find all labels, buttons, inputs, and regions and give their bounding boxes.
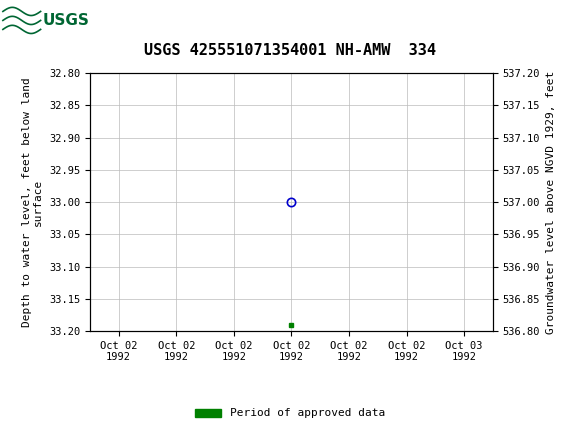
Y-axis label: Groundwater level above NGVD 1929, feet: Groundwater level above NGVD 1929, feet [546, 71, 556, 334]
Legend: Period of approved data: Period of approved data [191, 404, 389, 423]
FancyBboxPatch shape [1, 3, 68, 38]
Text: USGS: USGS [42, 13, 89, 28]
Text: USGS 425551071354001 NH-AMW  334: USGS 425551071354001 NH-AMW 334 [144, 43, 436, 58]
Y-axis label: Depth to water level, feet below land
surface: Depth to water level, feet below land su… [22, 77, 44, 327]
